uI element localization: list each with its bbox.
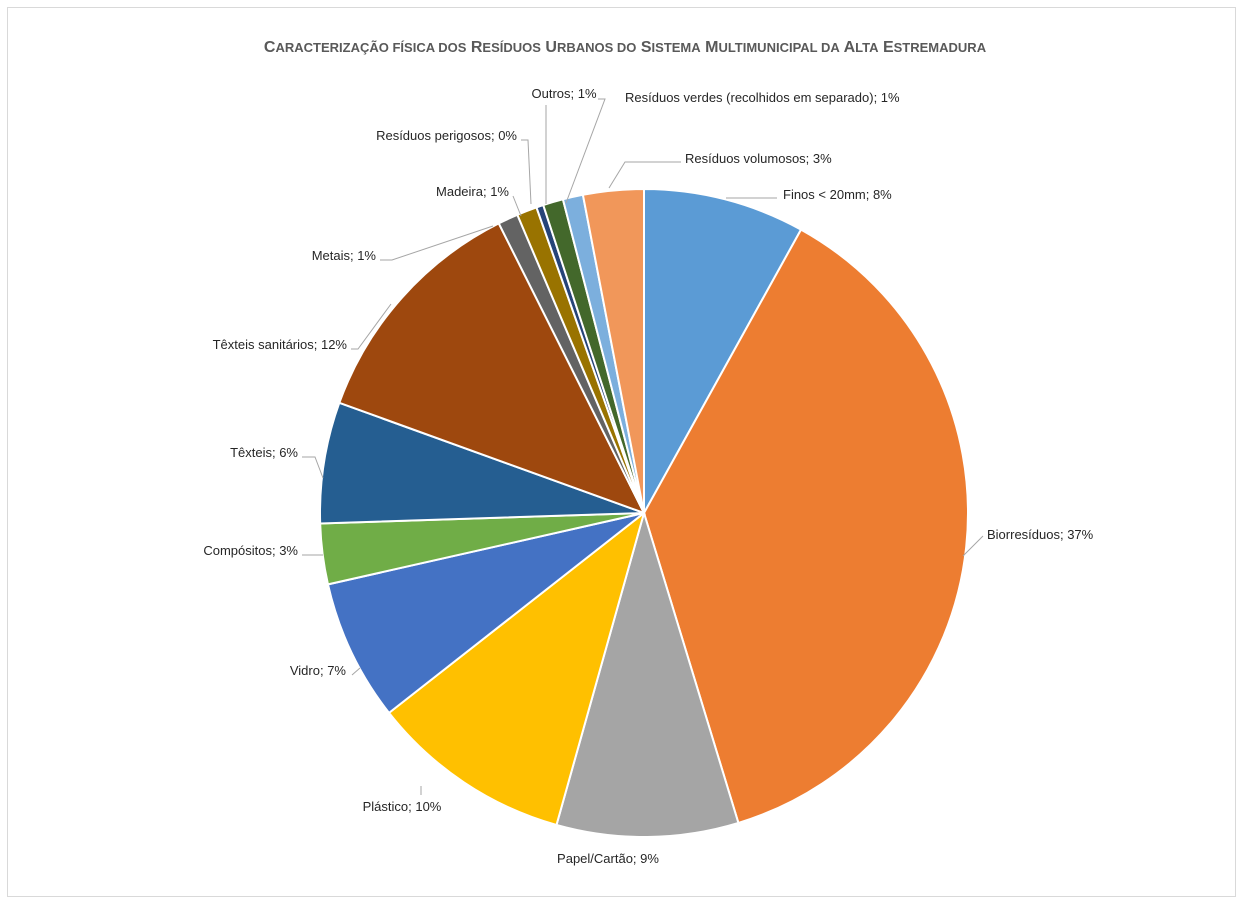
leader-lines: [302, 98, 984, 795]
data-label: Resíduos verdes (recolhidos em separado)…: [625, 90, 900, 105]
data-label: Outros; 1%: [531, 86, 596, 101]
pie-slice: [642, 228, 969, 825]
data-label: Compósitos; 3%: [203, 543, 298, 558]
leader-line: [962, 535, 984, 557]
pie-slice: [319, 401, 645, 525]
leader-line: [608, 161, 681, 189]
pie-slice: [338, 222, 647, 515]
data-label: Papel/Cartão; 9%: [557, 851, 659, 866]
pie-slices: [319, 187, 969, 838]
leader-line: [565, 98, 606, 204]
data-label: Têxteis sanitários; 12%: [213, 337, 348, 352]
chart-title: CARACTERIZAÇÃO FÍSICA DOS RESÍDUOS URBAN…: [264, 39, 987, 56]
data-label: Biorresíduos; 37%: [987, 527, 1094, 542]
data-label: Resíduos volumosos; 3%: [685, 151, 832, 166]
leader-line: [512, 195, 522, 217]
data-label: Metais; 1%: [312, 248, 377, 263]
data-label: Madeira; 1%: [436, 184, 509, 199]
leader-line: [351, 667, 361, 676]
pie-slice: [555, 509, 740, 838]
pie-chart: CARACTERIZAÇÃO FÍSICA DOS RESÍDUOS URBAN…: [203, 39, 1093, 866]
leader-line: [521, 139, 532, 205]
data-labels: Finos < 20mm; 8% Biorresíduos; 37% Papel/C…: [203, 86, 1093, 866]
leader-line: [380, 225, 494, 261]
pie-slice: [387, 510, 646, 827]
leader-line: [351, 303, 392, 350]
data-label: Resíduos perigosos; 0%: [376, 128, 517, 143]
data-label: Finos < 20mm; 8%: [783, 187, 892, 202]
pie-slice: [326, 512, 645, 715]
chart-area: CARACTERIZAÇÃO FÍSICA DOS RESÍDUOS URBAN…: [7, 7, 1236, 897]
pie-slice: [643, 187, 803, 517]
data-label: Têxteis; 6%: [230, 445, 298, 460]
pie-slice: [581, 187, 645, 514]
data-label: Vidro; 7%: [290, 663, 347, 678]
leader-line: [302, 456, 324, 479]
data-label: Plástico; 10%: [363, 799, 442, 814]
